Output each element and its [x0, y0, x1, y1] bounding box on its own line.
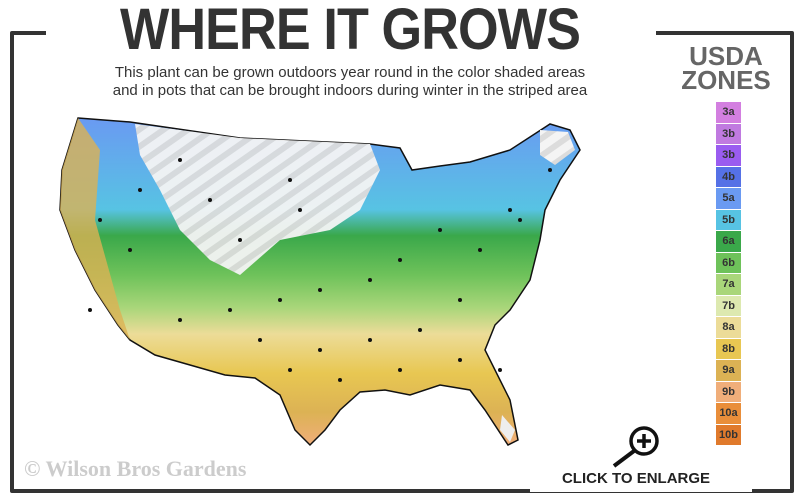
zone-swatch-9b: 9b [716, 381, 741, 402]
zone-swatch-8b: 8b [716, 338, 741, 359]
zone-swatch-6a: 6a [716, 231, 741, 252]
city-dot [178, 318, 182, 322]
city-dot [88, 308, 92, 312]
zone-swatch-3b: 3b [716, 123, 741, 144]
city-dot [318, 288, 322, 292]
click-to-enlarge-button[interactable]: CLICK TO ENLARGE [561, 470, 711, 487]
city-dot [508, 208, 512, 212]
city-dot [418, 328, 422, 332]
subtitle: This plant can be grown outdoors year ro… [40, 64, 660, 100]
city-dot [518, 218, 522, 222]
legend-title-line-2: ZONES [681, 65, 771, 95]
copyright-watermark: © Wilson Bros Gardens [24, 456, 247, 481]
city-dot [138, 188, 142, 192]
city-dot [398, 258, 402, 262]
california-coast [60, 118, 130, 340]
city-dot [458, 298, 462, 302]
frame-gap-title [46, 25, 656, 39]
city-dot [288, 178, 292, 182]
city-dot [238, 238, 242, 242]
zone-swatch-3a: 3a [716, 102, 741, 123]
zone-swatch-7a: 7a [716, 274, 741, 295]
striped-new-england [540, 130, 575, 165]
city-dot [498, 368, 502, 372]
city-dot [298, 208, 302, 212]
zone-swatch-5b: 5b [716, 209, 741, 230]
zone-swatch-10a: 10a [716, 403, 741, 424]
city-dot [478, 248, 482, 252]
city-dot [288, 368, 292, 372]
zone-legend: 3a 3b 3b 4b 5a 5b 6a 6b 7a 7b 8a 8b 9a 9b 10a 10b [716, 102, 741, 446]
frame-gap-enlarge [530, 478, 752, 492]
zone-swatch-9a: 9a [716, 360, 741, 381]
zone-swatch-5a: 5a [716, 188, 741, 209]
zone-swatch-10b: 10b [716, 424, 741, 445]
city-dot [128, 248, 132, 252]
striped-florida-tip [500, 415, 515, 442]
city-dot [368, 278, 372, 282]
zone-swatch-7b: 7b [716, 295, 741, 316]
city-dot [178, 158, 182, 162]
striped-north-region [135, 124, 380, 275]
city-dot [548, 168, 552, 172]
magnifier-plus-icon[interactable] [608, 424, 664, 468]
legend-title: USDA ZONES [676, 41, 776, 95]
subtitle-line-1: This plant can be grown outdoors year ro… [114, 64, 586, 81]
city-dot [338, 378, 342, 382]
city-dot [398, 368, 402, 372]
zone-swatch-6b: 6b [716, 252, 741, 273]
subtitle-line-2: and in pots that can be brought indoors … [112, 82, 588, 99]
city-dot [98, 218, 102, 222]
zone-swatch-8a: 8a [716, 317, 741, 338]
city-dot [438, 228, 442, 232]
city-dot [458, 358, 462, 362]
city-dot [228, 308, 232, 312]
city-dot [368, 338, 372, 342]
usda-zone-map[interactable] [40, 110, 600, 460]
city-dot [318, 348, 322, 352]
zone-swatch-3b: 3b [716, 145, 741, 166]
page-title: WHERE IT GROWS [119, 0, 581, 62]
zone-swatch-4b: 4b [716, 166, 741, 187]
city-dots [88, 158, 552, 382]
legend-title-line-1: USDA [689, 41, 763, 71]
city-dot [258, 338, 262, 342]
city-dot [208, 198, 212, 202]
city-dot [278, 298, 282, 302]
